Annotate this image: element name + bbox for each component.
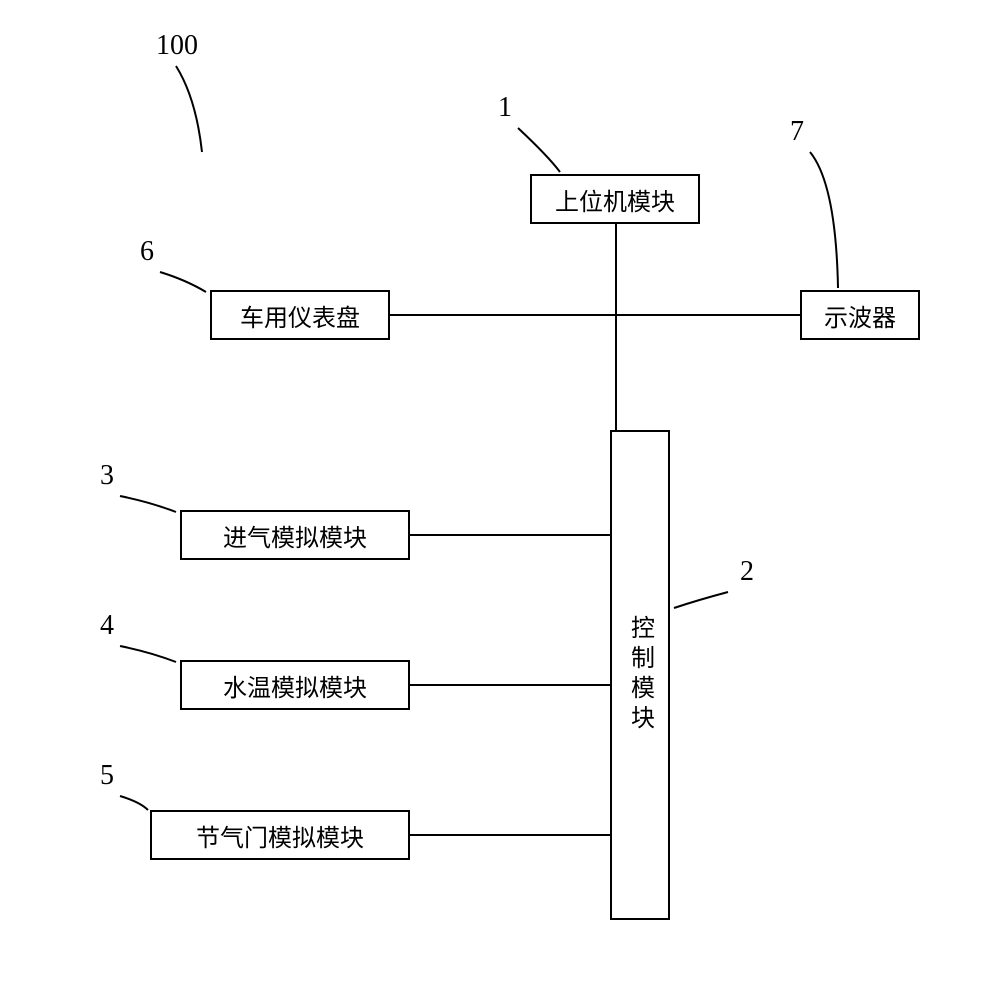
box-throttle: 节气门模拟模块 [150, 810, 410, 860]
box-water-text: 水温模拟模块 [223, 668, 367, 703]
box-intake-text: 进气模拟模块 [223, 518, 367, 553]
box-control: 控制模块 [610, 430, 670, 920]
box-water: 水温模拟模块 [180, 660, 410, 710]
connection-dashboard-oscilloscope [390, 314, 800, 316]
box-dashboard: 车用仪表盘 [210, 290, 390, 340]
box-dashboard-text: 车用仪表盘 [240, 298, 360, 333]
lead-line-control [0, 0, 988, 1000]
box-control-text: 控制模块 [623, 615, 658, 735]
box-oscilloscope-text: 示波器 [824, 298, 896, 333]
box-host: 上位机模块 [530, 174, 700, 224]
box-host-text: 上位机模块 [555, 182, 675, 217]
connection-intake-control [410, 534, 610, 536]
box-oscilloscope: 示波器 [800, 290, 920, 340]
connection-host-control [615, 224, 617, 430]
connection-water-control [410, 684, 610, 686]
box-intake: 进气模拟模块 [180, 510, 410, 560]
connection-throttle-control [410, 834, 610, 836]
box-throttle-text: 节气门模拟模块 [196, 818, 364, 853]
